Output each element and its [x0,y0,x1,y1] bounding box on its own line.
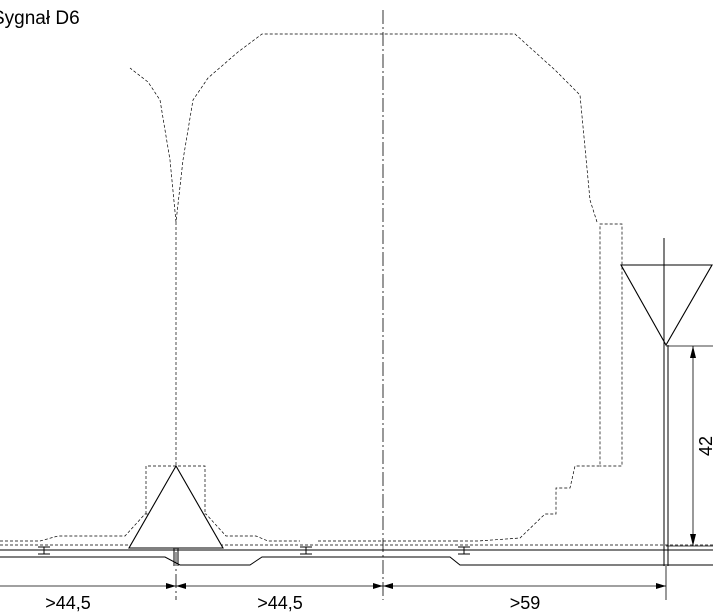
rail-profile [458,546,470,555]
arrow-left-icon [176,583,186,589]
arrow-up-icon [690,346,696,358]
rail-profiles [38,546,470,555]
clearance-outline [0,33,623,542]
spacing-right-label: >59 [510,593,541,613]
arrow-down-icon [690,534,696,546]
spacing-middle-label: >44,5 [257,593,303,613]
arrow-right-icon [373,583,383,589]
spacing-left-label: >44,5 [45,593,91,613]
arrow-right-icon [656,583,666,589]
diagram-title: Sygnał D6 [0,8,80,29]
arrow-right-icon [166,583,176,589]
rail-profile [300,546,312,555]
height-label: 42 [696,436,713,456]
rail-bed [0,549,713,566]
arrow-left-icon [383,583,393,589]
rail-profile [38,546,50,555]
triangle-signal-up [128,464,224,549]
triangle-signal-down [620,264,713,347]
